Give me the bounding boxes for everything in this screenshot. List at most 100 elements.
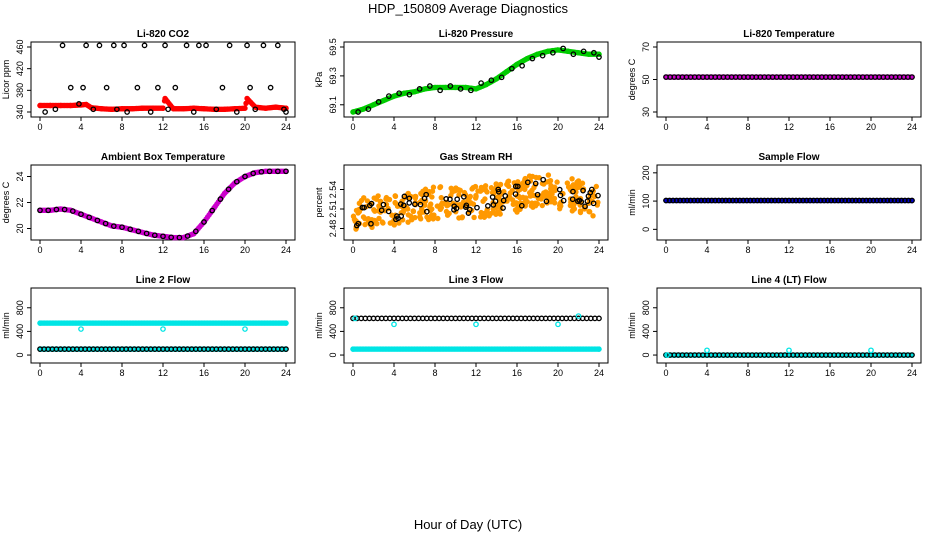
series-1 (350, 315, 602, 322)
series-1 (37, 168, 289, 241)
data-point (457, 86, 464, 92)
data-point (350, 346, 356, 352)
data-point (401, 90, 407, 96)
x-tick-label: 0 (663, 122, 668, 132)
data-point (432, 84, 438, 91)
series-0 (37, 168, 289, 241)
data-point (579, 180, 586, 186)
data-point (400, 202, 407, 209)
data-point (401, 193, 408, 200)
data-point (209, 207, 216, 214)
data-point (110, 223, 117, 230)
data-point (47, 102, 53, 109)
panel-4: Gas Stream RH percent 0 4 8 12 16 20 24 2.48 2.512… (314, 152, 609, 255)
y-tick-label: 400 (641, 324, 651, 339)
data-point (119, 224, 125, 231)
x-tick-label: 8 (432, 122, 437, 132)
data-point (283, 109, 289, 115)
panel-1: Li-820 Pressure kPa 0 4 8 12 16 20 24 69.1 69.3 69.… (314, 29, 609, 132)
x-tick-label: 4 (78, 245, 83, 255)
data-point (226, 42, 233, 49)
data-point (909, 352, 915, 358)
data-point (484, 189, 490, 195)
data-point (582, 203, 588, 210)
data-point (42, 109, 48, 115)
data-point (591, 49, 597, 56)
data-point (663, 197, 669, 204)
data-point (422, 86, 428, 92)
data-point (417, 216, 424, 222)
data-point (213, 106, 220, 113)
data-point (495, 188, 502, 195)
data-point (817, 197, 824, 204)
y-tick-label: 69.5 (328, 38, 338, 56)
data-point (575, 182, 581, 188)
x-tick-label: 20 (553, 245, 563, 255)
data-point (534, 191, 541, 198)
data-point (518, 202, 525, 209)
data-point (463, 84, 469, 91)
data-point (481, 210, 488, 217)
data-point (463, 202, 470, 209)
data-point (379, 219, 386, 225)
data-point (412, 193, 419, 200)
series-1 (78, 326, 248, 332)
data-point (736, 197, 743, 204)
data-point (127, 226, 134, 233)
data-point (368, 220, 374, 227)
data-point (258, 168, 265, 175)
data-point (881, 197, 887, 204)
y-tick-label: 50 (641, 74, 651, 84)
data-point (417, 201, 424, 208)
y-tick-label: 2.54 (328, 181, 338, 199)
data-point (203, 42, 209, 49)
data-point (451, 206, 457, 213)
x-tick-label: 16 (512, 368, 522, 378)
data-point (821, 197, 827, 204)
panel-title: Sample Flow (758, 152, 819, 163)
data-point (395, 215, 401, 222)
data-point (708, 197, 715, 204)
x-tick-label: 24 (281, 122, 291, 132)
data-point (391, 321, 397, 328)
data-point (687, 197, 694, 204)
data-point (67, 84, 74, 91)
data-point (244, 95, 250, 102)
x-tick-label: 12 (784, 122, 794, 132)
x-tick-label: 16 (825, 245, 835, 255)
data-point (575, 313, 582, 319)
series-0 (350, 346, 602, 352)
data-point (807, 197, 813, 204)
data-point (557, 192, 564, 199)
data-point (743, 197, 750, 204)
x-tick-label: 24 (594, 368, 604, 378)
data-point (266, 168, 273, 175)
data-point (670, 197, 676, 204)
y-tick-label: 200 (641, 165, 651, 180)
data-point (554, 179, 560, 185)
data-point (219, 84, 226, 91)
plot-frame (656, 287, 922, 364)
data-point (437, 87, 443, 94)
data-point (37, 207, 43, 214)
data-point (529, 55, 536, 62)
y-tick-label: 2.48 (328, 220, 338, 238)
data-point (406, 91, 413, 98)
x-tick-label: 24 (281, 368, 291, 378)
x-tick-label: 4 (704, 245, 709, 255)
x-tick-label: 16 (199, 122, 209, 132)
data-point (555, 321, 561, 328)
data-point (61, 206, 68, 213)
data-point (810, 197, 817, 204)
data-point (283, 320, 289, 326)
data-point (406, 195, 413, 202)
data-point (507, 195, 513, 201)
data-point (352, 315, 358, 322)
panel-title: Li-820 Temperature (743, 29, 835, 40)
x-tick-label: 24 (281, 245, 291, 255)
data-point (102, 220, 109, 227)
data-point (664, 352, 670, 358)
data-point (517, 195, 523, 201)
data-point (242, 105, 248, 111)
data-point (411, 89, 418, 95)
